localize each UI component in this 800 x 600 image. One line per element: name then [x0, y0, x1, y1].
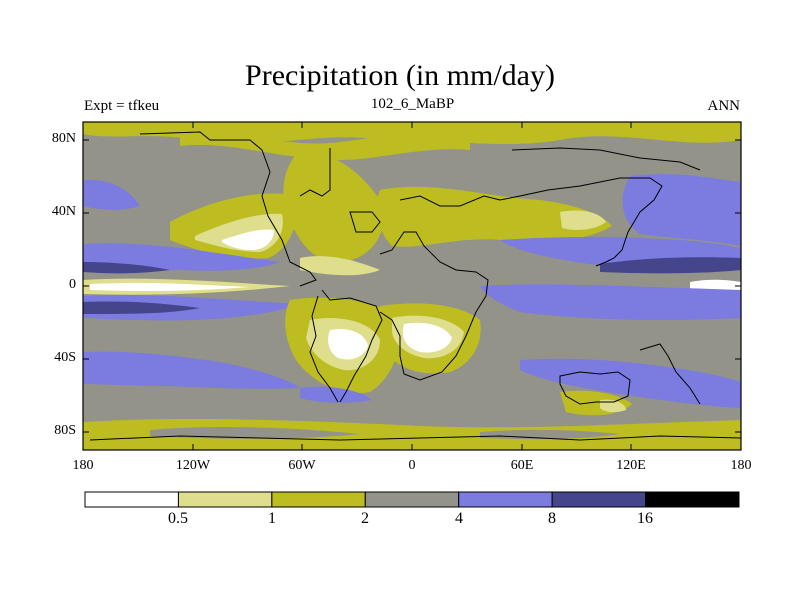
x-tick-label: 120E — [616, 458, 646, 473]
coastlines — [89, 131, 742, 441]
y-tick-label: 80S — [54, 423, 76, 438]
colorbar-label: 4 — [455, 510, 463, 527]
period-label: 102_6_MaBP — [370, 96, 455, 112]
x-tick-label: 120W — [175, 458, 211, 473]
colorbar-swatch — [551, 491, 647, 508]
plot-title: Precipitation (in mm/day) — [245, 59, 555, 92]
colorbar-swatch — [271, 491, 366, 508]
x-tick-label: 0 — [408, 458, 416, 473]
colorbar-swatch — [458, 491, 553, 508]
y-tick-label: 40N — [51, 204, 76, 219]
x-tick-label: 180 — [730, 458, 752, 473]
y-tick-label: 40S — [54, 350, 76, 365]
colorbar-label: 2 — [361, 510, 369, 527]
axis-ticks — [83, 122, 741, 450]
colorbar-swatch — [177, 491, 273, 508]
y-tick-label: 0 — [69, 277, 76, 292]
colorbar-label: 16 — [637, 510, 653, 527]
map-fill — [83, 122, 741, 450]
colorbar — [84, 491, 740, 508]
season-label: ANN — [707, 98, 741, 114]
x-tick-label: 180 — [72, 458, 94, 473]
x-tick-label: 60E — [510, 458, 534, 473]
colorbar-swatch — [84, 491, 179, 508]
colorbar-swatch — [645, 491, 740, 508]
colorbar-label: 0.5 — [168, 510, 188, 527]
x-tick-label: 60W — [288, 458, 316, 473]
colorbar-swatch — [364, 491, 460, 508]
colorbar-label: 1 — [268, 510, 276, 527]
experiment-label: Expt = tfkeu — [84, 98, 160, 114]
y-tick-label: 80N — [51, 131, 76, 146]
colorbar-label: 8 — [548, 510, 556, 527]
